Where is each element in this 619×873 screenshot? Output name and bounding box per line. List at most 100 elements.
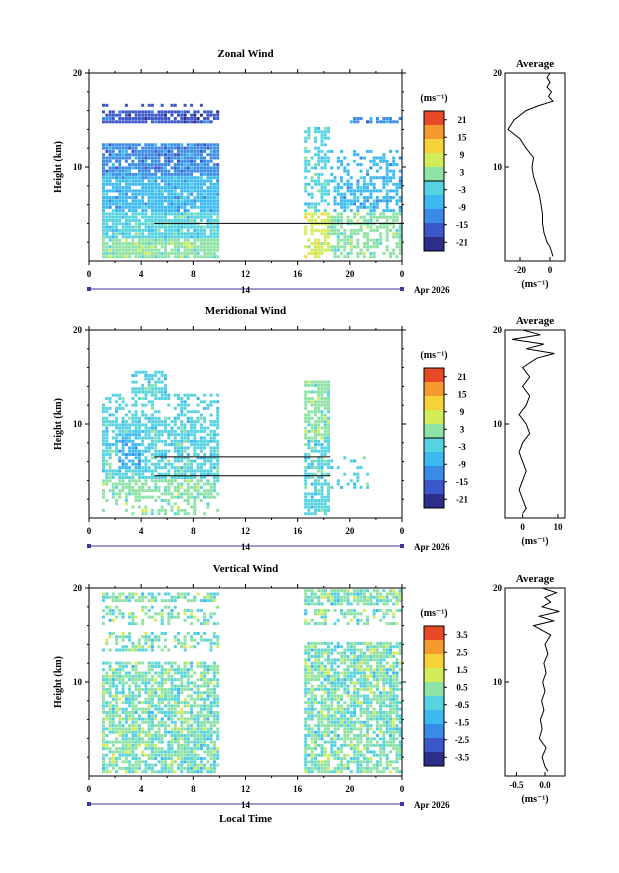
heatmap-cell (183, 248, 187, 252)
heatmap-cell (137, 641, 141, 645)
heatmap-cell (180, 403, 184, 407)
heatmap-cell (389, 163, 392, 167)
heatmap-cell (186, 228, 190, 232)
heatmap-cell (183, 176, 187, 180)
heatmap-cell (209, 196, 213, 199)
heatmap-cell (206, 110, 210, 114)
heatmap-cell (330, 681, 334, 685)
heatmap-cell (134, 668, 138, 672)
heatmap-cell (173, 235, 177, 239)
heatmap-cell (327, 763, 330, 767)
heatmap-cell (102, 701, 105, 705)
heatmap-cell (382, 117, 386, 120)
heatmap-cell (317, 668, 321, 672)
heatmap-cell (317, 655, 321, 658)
heatmap-cell (164, 456, 167, 460)
heatmap-cell (323, 622, 327, 626)
heatmap-cell (343, 658, 347, 662)
heatmap-cell (173, 429, 177, 433)
heatmap-cell (389, 199, 392, 203)
heatmap-cell (203, 678, 207, 682)
heatmap-cell (206, 202, 210, 206)
heatmap-cell (141, 681, 145, 685)
heatmap-cell (147, 163, 151, 167)
heatmap-cell (102, 248, 105, 252)
heatmap-cell (183, 472, 187, 476)
heatmap-cell (346, 717, 350, 721)
heatmap-cell (134, 707, 138, 711)
heatmap-cell (131, 674, 135, 678)
heatmap-cell (164, 156, 167, 160)
heatmap-cell (164, 143, 167, 147)
heatmap-cell (314, 446, 317, 450)
heatmap-cell (349, 694, 353, 698)
heatmap-cell (186, 479, 190, 483)
heatmap-cell (209, 766, 213, 770)
heatmap-cell (150, 724, 154, 728)
heatmap-cell (147, 747, 151, 751)
heatmap-cell (115, 166, 119, 170)
heatmap-cell (134, 153, 138, 157)
heatmap-cell (167, 618, 171, 622)
heatmap-cell (196, 720, 200, 724)
heatmap-cell (183, 449, 187, 453)
heatmap-cell (157, 251, 161, 255)
heatmap-cell (154, 691, 158, 695)
heatmap-cell (157, 449, 161, 453)
heatmap-cell (105, 453, 109, 456)
heatmap-cell (336, 681, 340, 685)
heatmap-cell (343, 651, 347, 655)
heatmap-cell (137, 691, 141, 695)
heatmap-cell (141, 436, 145, 440)
heatmap-cell (160, 179, 164, 183)
heatmap-cell (167, 671, 171, 675)
heatmap-cell (115, 691, 119, 695)
heatmap-cell (177, 120, 180, 124)
heatmap-cell (395, 199, 399, 203)
heatmap-cell (111, 684, 115, 688)
heatmap-cell (173, 459, 177, 463)
heatmap-cell (147, 199, 151, 203)
heatmap-cell (147, 694, 151, 698)
heatmap-cell (323, 714, 327, 718)
heatmap-cell (206, 242, 210, 245)
heatmap-cell (375, 238, 379, 242)
heatmap-cell (336, 482, 340, 486)
heatmap-cell (212, 479, 216, 483)
heatmap-cell (304, 209, 308, 213)
heatmap-cell (343, 456, 347, 460)
heatmap-cell (121, 635, 125, 639)
heatmap-cell (199, 720, 203, 724)
heatmap-cell (304, 397, 308, 400)
heatmap-cell (131, 443, 135, 447)
heatmap-cell (180, 453, 184, 456)
heatmap-cell (310, 697, 314, 701)
heatmap-cell (203, 750, 207, 754)
heatmap-cell (115, 406, 119, 410)
heatmap-cell (180, 671, 184, 675)
heatmap-cell (144, 678, 148, 682)
heatmap-cell (131, 179, 135, 183)
heatmap-cell (310, 694, 314, 698)
heatmap-cell (170, 110, 174, 114)
heatmap-cell (193, 770, 197, 774)
heatmap-cell (327, 235, 330, 239)
heatmap-cell (177, 149, 180, 153)
heatmap-cell (320, 199, 324, 203)
heatmap-cell (212, 599, 216, 603)
heatmap-cell (392, 189, 396, 193)
heatmap-cell (131, 701, 135, 705)
colorbar-tick-label: 9 (460, 407, 465, 417)
heatmap-cell (209, 711, 213, 714)
heatmap-cell (111, 599, 115, 603)
heatmap-cell (170, 743, 174, 747)
heatmap-cell (128, 717, 132, 721)
heatmap-cell (150, 599, 154, 603)
heatmap-cell (128, 678, 132, 682)
heatmap-cell (366, 485, 370, 489)
heatmap-cell (137, 166, 141, 170)
heatmap-cell (190, 734, 194, 737)
colorbar-tick-label: 15 (458, 389, 468, 399)
heatmap-cell (157, 681, 161, 685)
heatmap-cell (102, 163, 105, 167)
